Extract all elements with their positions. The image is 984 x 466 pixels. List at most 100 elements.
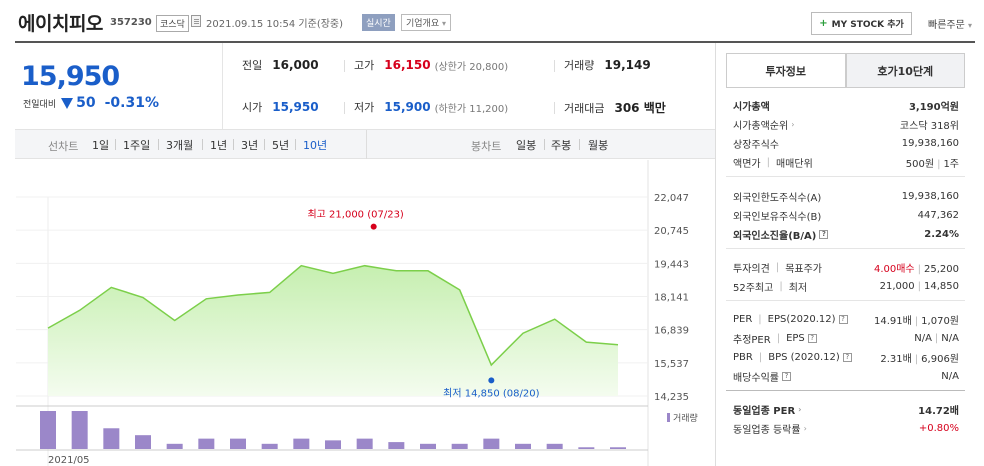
min-point bbox=[488, 377, 495, 384]
separator bbox=[554, 60, 555, 72]
chart-toolbar: 선차트 1일 1주일 3개월 1년 3년 5년 10년 봉차트 일봉 주봉 월봉 bbox=[15, 129, 715, 159]
candle-weekly[interactable]: 주봉 bbox=[551, 139, 572, 152]
separator bbox=[344, 102, 345, 114]
candle-chart-label: 봉차트 bbox=[471, 140, 502, 153]
y-tick-label: 20,745 bbox=[654, 226, 689, 237]
separator: | bbox=[758, 351, 763, 363]
quick-order-link[interactable]: 빠른주문 ▾ bbox=[928, 16, 972, 31]
volume-bar bbox=[40, 411, 56, 449]
quote-label: 거래량 bbox=[564, 59, 595, 72]
info-label[interactable]: 동일업종 등락률 › bbox=[733, 421, 807, 436]
info-label[interactable]: 동일업종 PER › bbox=[733, 402, 801, 417]
info-value-text: 14.91배 bbox=[873, 315, 912, 327]
quote-label: 시가 bbox=[242, 101, 263, 114]
panel-tabs: 투자정보 호가10단계 bbox=[726, 53, 965, 88]
volume-bar bbox=[293, 438, 310, 449]
volume-bar bbox=[166, 443, 183, 449]
volume-bar bbox=[103, 428, 120, 449]
help-icon[interactable]: ? bbox=[819, 229, 829, 239]
min-annotation: 최저 14,850 (08/20) bbox=[443, 387, 539, 399]
volume-bar bbox=[610, 447, 626, 449]
info-value-text: 14,850 bbox=[924, 280, 959, 292]
separator: | bbox=[937, 158, 941, 170]
candle-monthly[interactable]: 월봉 bbox=[588, 139, 609, 152]
panel-divider bbox=[726, 300, 965, 301]
price-line bbox=[47, 264, 619, 367]
separator: | bbox=[917, 280, 921, 292]
stock-code: 357230 bbox=[110, 17, 152, 28]
y-tick-label: 22,047 bbox=[654, 193, 689, 204]
separator bbox=[554, 102, 555, 114]
tab-invest-info[interactable]: 투자정보 bbox=[726, 53, 846, 88]
y-tick-label: 15,537 bbox=[654, 359, 689, 370]
investment-info-panel: 투자정보 호가10단계 시가총액 3,190억원 시가총액순위 › 코스닥 318… bbox=[715, 43, 975, 466]
stock-header: 에이치피오 357230 코스닥 2021.09.15 10:54 기준(장중)… bbox=[0, 0, 984, 43]
info-value: 2.31배 | 6,906원 bbox=[880, 350, 959, 365]
info-value: 19,938,160 bbox=[901, 190, 959, 202]
quote-label: 저가 bbox=[354, 101, 375, 114]
quote-label: 고가 bbox=[354, 59, 375, 72]
info-label: 추정PER | EPS? bbox=[733, 331, 817, 346]
info-label[interactable]: 시가총액순위 › bbox=[733, 117, 794, 132]
info-value: 14.91배 | 1,070원 bbox=[874, 312, 959, 327]
info-foreign-hold: 외국인보유주식수(B) 447,362 bbox=[733, 206, 959, 224]
quote-amount: 거래대금 306 백만 bbox=[564, 99, 666, 116]
separator: | bbox=[758, 313, 762, 325]
period-3y[interactable]: 3년 bbox=[241, 139, 259, 152]
quote-value: 16,000 bbox=[272, 58, 319, 72]
info-label: 투자의견 | 목표주가 bbox=[733, 260, 822, 275]
tab-orderbook[interactable]: 호가10단계 bbox=[845, 53, 965, 88]
volume-bar bbox=[483, 438, 500, 449]
info-pbr: PBR | BPS (2020.12)? 2.31배 | 6,906원 bbox=[733, 348, 959, 366]
period-10y[interactable]: 10년 bbox=[303, 139, 328, 152]
price-chart: 22,047 20,745 19,443 18,141 16,839 15,537 14,2… bbox=[15, 160, 715, 466]
current-price: 15,950 bbox=[21, 61, 120, 92]
change-value: 50 bbox=[76, 95, 96, 111]
down-triangle-icon bbox=[61, 97, 74, 109]
help-icon[interactable]: ? bbox=[838, 314, 848, 324]
period-1w[interactable]: 1주일 bbox=[123, 139, 151, 152]
info-label: 외국인한도주식수(A) bbox=[733, 192, 822, 204]
separator bbox=[579, 139, 580, 150]
quote-value: 19,149 bbox=[604, 58, 651, 72]
document-icon bbox=[191, 15, 201, 27]
info-label-text: 동일업종 PER bbox=[733, 405, 796, 417]
plus-icon: + bbox=[819, 18, 828, 29]
info-value-text: 21,000 bbox=[879, 280, 915, 292]
quote-high: 고가 16,150 (상한가 20,800) bbox=[354, 57, 508, 73]
help-icon[interactable]: ? bbox=[782, 371, 791, 381]
info-value-text: 2.31배 bbox=[880, 353, 912, 365]
candle-daily[interactable]: 일봉 bbox=[516, 139, 537, 152]
mystock-add-button[interactable]: + MY STOCK 추가 bbox=[811, 12, 912, 35]
max-point bbox=[370, 223, 377, 230]
quote-lower-limit: (하한가 11,200) bbox=[434, 103, 509, 115]
info-value: 500원 | 1주 bbox=[906, 155, 959, 170]
help-icon[interactable]: ? bbox=[807, 333, 817, 343]
volume-bar bbox=[325, 440, 341, 449]
info-value-text: 1주 bbox=[943, 158, 959, 170]
company-overview-label: 기업개요 bbox=[406, 19, 440, 29]
info-value: 2.24% bbox=[924, 228, 959, 240]
max-annotation: 최고 21,000 (07/23) bbox=[307, 209, 403, 221]
market-badge: 코스닥 bbox=[156, 15, 189, 32]
separator: | bbox=[766, 156, 770, 168]
panel-divider bbox=[726, 248, 965, 249]
info-label-text: EPS(2020.12) bbox=[767, 313, 836, 325]
price-chart-svg: 22,047 20,745 19,443 18,141 16,839 15,537 14,2… bbox=[16, 160, 698, 466]
help-icon[interactable]: ? bbox=[842, 352, 852, 362]
info-label-text: BPS (2020.12) bbox=[768, 351, 840, 363]
quote-label: 거래대금 bbox=[564, 101, 605, 115]
company-overview-button[interactable]: 기업개요 ▾ bbox=[401, 14, 452, 31]
period-1y[interactable]: 1년 bbox=[210, 139, 228, 152]
quote-datetime: 2021.09.15 10:54 기준(장중) bbox=[206, 19, 344, 30]
quote-upper-limit: (상한가 20,800) bbox=[434, 61, 509, 73]
change-label: 전일대비 bbox=[23, 99, 57, 110]
quote-value: 15,900 bbox=[384, 100, 431, 114]
info-value-text: 25,200 bbox=[924, 263, 959, 275]
volume-bar bbox=[546, 443, 563, 449]
period-1d[interactable]: 1일 bbox=[92, 139, 110, 152]
period-3m[interactable]: 3개월 bbox=[166, 139, 194, 152]
info-market-cap-rank: 시가총액순위 › 코스닥 318위 bbox=[733, 115, 959, 133]
quote-value: 15,950 bbox=[272, 100, 319, 114]
period-5y[interactable]: 5년 bbox=[272, 139, 290, 152]
